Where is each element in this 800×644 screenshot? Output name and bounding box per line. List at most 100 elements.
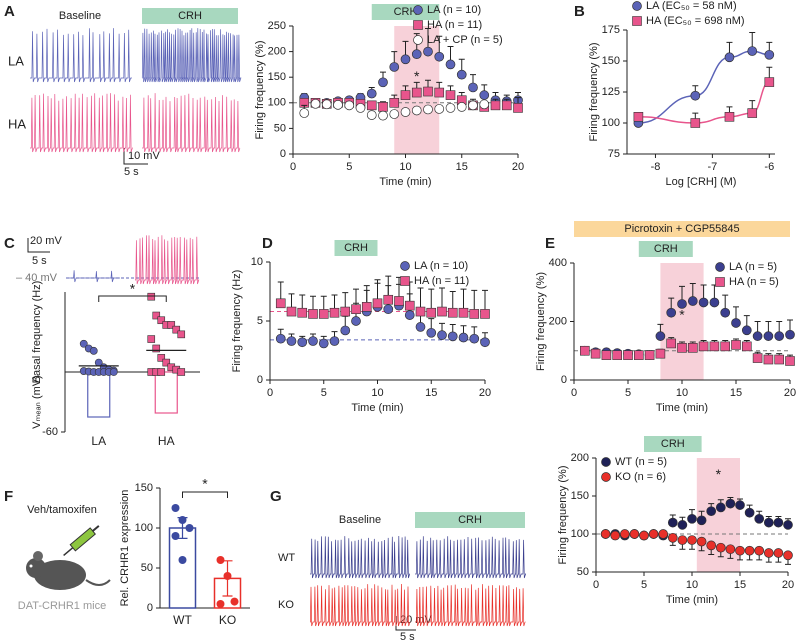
marker — [623, 350, 633, 360]
marker — [741, 341, 752, 352]
marker — [415, 322, 426, 332]
marker — [308, 336, 318, 346]
marker — [715, 262, 725, 272]
marker — [706, 540, 717, 551]
marker — [632, 1, 642, 11]
marker — [629, 529, 640, 539]
marker — [361, 302, 372, 312]
marker — [725, 498, 736, 509]
x-axis-label: Time (min) — [351, 402, 403, 414]
y-tick-label: 175 — [602, 24, 620, 36]
marker — [773, 517, 784, 528]
y-tick-label: 5 — [257, 315, 263, 327]
marker — [619, 529, 630, 539]
voltage-trace — [310, 535, 411, 579]
x-axis-label: Time (min) — [666, 594, 718, 606]
x-tick-label: -6 — [764, 161, 774, 173]
marker — [434, 87, 445, 98]
marker — [378, 110, 388, 121]
marker — [785, 329, 795, 340]
marker — [437, 306, 447, 317]
marker — [458, 332, 469, 343]
panel-letter: E — [545, 235, 555, 252]
marker — [774, 331, 785, 341]
voltage-trace — [141, 28, 242, 83]
marker — [724, 52, 735, 63]
y-tick-label: 0 — [561, 374, 567, 386]
strip-point — [152, 344, 161, 353]
stim-label: Picrotoxin + CGP55845 — [624, 223, 739, 235]
marker — [783, 550, 793, 561]
y-tick-label: 250 — [268, 20, 286, 32]
panel-letter: B — [574, 3, 585, 20]
marker — [447, 331, 458, 342]
marker — [318, 309, 329, 319]
marker — [469, 333, 480, 344]
x-axis-label: Time (min) — [379, 176, 431, 188]
marker — [426, 307, 437, 318]
y-tick-label: 0 — [147, 602, 153, 614]
marker — [690, 90, 701, 101]
marker — [763, 548, 774, 558]
trace-label: CRH — [458, 514, 482, 526]
marker — [763, 354, 774, 365]
y-axis-label: Vₘₑₐₙ (mV) — [31, 375, 43, 429]
x-tick-label: 0 — [593, 579, 599, 591]
marker — [735, 500, 745, 510]
marker — [698, 297, 709, 308]
marker — [690, 118, 701, 128]
y-tick-label: 50 — [141, 562, 153, 574]
x-tick-label: 15 — [456, 161, 468, 173]
marker — [655, 348, 666, 359]
voltage-trace — [68, 270, 120, 283]
annotation: * — [679, 306, 685, 322]
stim-box — [142, 8, 238, 24]
y-tick-label: 100 — [602, 117, 620, 129]
x-tick-label: 0 — [571, 387, 577, 399]
stim-label: CRH — [661, 438, 685, 450]
marker — [389, 98, 400, 108]
point — [223, 572, 232, 580]
marker — [590, 348, 601, 359]
marker — [601, 472, 611, 482]
scale-label: 5 s — [400, 631, 415, 643]
marker — [366, 88, 377, 99]
marker — [715, 502, 726, 513]
marker — [351, 316, 361, 326]
marker — [666, 307, 677, 318]
marker — [600, 529, 611, 539]
voltage-trace — [135, 235, 200, 285]
marker — [763, 331, 774, 341]
marker — [773, 548, 784, 558]
marker — [411, 49, 422, 60]
x-tick-label: 10 — [399, 161, 411, 173]
marker — [687, 296, 698, 306]
vmean-bar — [87, 371, 111, 418]
stim-bar — [334, 240, 378, 256]
voltage-trace — [30, 28, 132, 83]
marker — [633, 350, 644, 360]
stim-bar — [638, 241, 693, 257]
strip-point — [152, 311, 161, 320]
marker — [426, 327, 437, 338]
marker — [366, 110, 377, 120]
stim-label: CRH — [344, 242, 368, 254]
marker — [445, 90, 456, 100]
marker — [372, 298, 383, 309]
point — [185, 524, 194, 532]
x-tick-label: 20 — [784, 387, 796, 399]
significance-bracket — [182, 491, 228, 498]
mouse-label: DAT-CRHR1 mice — [18, 600, 106, 612]
marker — [394, 296, 404, 306]
marker — [774, 354, 785, 365]
marker — [677, 535, 688, 545]
marker — [389, 62, 400, 72]
legend-label: LA (n = 10) — [427, 4, 481, 16]
voltage-trace — [142, 93, 241, 153]
point — [216, 556, 225, 564]
annotation: * — [202, 476, 208, 492]
strip-point — [172, 325, 181, 334]
marker — [404, 310, 415, 320]
